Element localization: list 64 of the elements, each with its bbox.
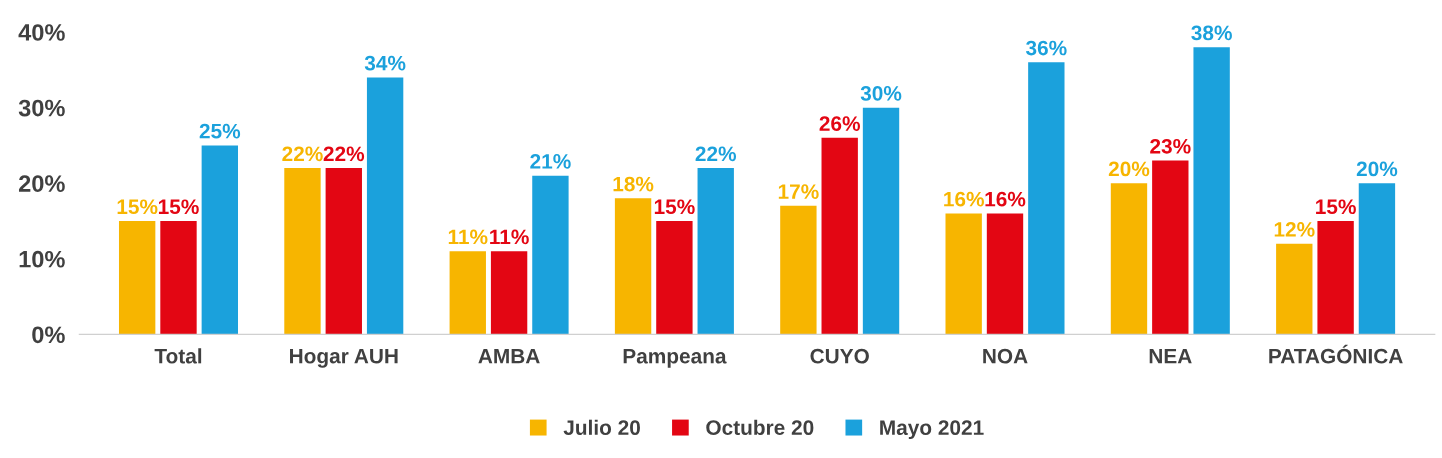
data-label: 38% xyxy=(1191,25,1232,41)
x-tick-label: AMBA xyxy=(478,348,540,364)
y-tick-label: 40% xyxy=(18,24,65,41)
data-label: 34% xyxy=(364,55,406,71)
bar xyxy=(1028,62,1065,335)
data-label: 15% xyxy=(654,199,695,215)
bar xyxy=(862,107,900,335)
legend-label: Julio 20 xyxy=(563,419,640,435)
legend-label: Octubre 20 xyxy=(706,419,814,435)
y-tick-label: 0% xyxy=(32,326,65,344)
bar xyxy=(821,137,858,335)
x-tick-label: NEA xyxy=(1149,348,1192,364)
x-tick-label: PATAGÓNICA xyxy=(1269,344,1403,364)
bar xyxy=(366,77,404,335)
data-label: 12% xyxy=(1274,222,1315,237)
bar xyxy=(284,168,321,335)
bar xyxy=(118,220,156,335)
data-label: 36% xyxy=(1025,40,1067,56)
data-label: 17% xyxy=(778,184,819,199)
data-label: 16% xyxy=(944,191,984,207)
data-label: 20% xyxy=(1356,161,1398,177)
bar xyxy=(160,220,197,335)
bar xyxy=(1193,47,1230,335)
data-label: 15% xyxy=(1316,199,1356,215)
x-tick-label: Total xyxy=(154,348,202,364)
x-tick-label: CUYO xyxy=(810,348,869,364)
data-label: 11% xyxy=(448,229,488,245)
y-tick-label: 10% xyxy=(19,250,65,268)
bar xyxy=(1317,220,1354,335)
bar xyxy=(945,213,982,335)
x-tick-label: Pampeana xyxy=(623,348,727,368)
bar xyxy=(490,251,528,335)
bar xyxy=(1152,160,1189,335)
data-label: 15% xyxy=(117,199,158,215)
bar xyxy=(1358,183,1396,335)
bar xyxy=(325,168,362,335)
bar xyxy=(656,220,693,335)
data-label: 30% xyxy=(860,85,902,101)
bar xyxy=(1276,243,1313,335)
data-label: 11% xyxy=(490,229,529,245)
x-tick-label: Hogar AUH xyxy=(290,348,398,368)
data-label: 25% xyxy=(199,123,241,139)
bar xyxy=(449,251,486,335)
data-label: 22% xyxy=(695,146,737,162)
data-label: 22% xyxy=(282,146,323,162)
data-label: 23% xyxy=(1150,138,1191,154)
data-label: 16% xyxy=(985,191,1026,207)
x-tick-label: NOA xyxy=(983,348,1028,364)
bar xyxy=(780,205,817,335)
y-tick-label: 20% xyxy=(18,175,65,192)
data-label: 18% xyxy=(613,176,654,192)
bar xyxy=(697,168,734,335)
data-label: 20% xyxy=(1108,161,1150,177)
y-tick-label: 30% xyxy=(18,99,65,117)
legend-label: Mayo 2021 xyxy=(880,420,984,440)
data-label: 22% xyxy=(323,146,365,162)
data-label: 15% xyxy=(158,199,199,215)
data-label: 26% xyxy=(819,116,860,131)
bar xyxy=(1110,183,1148,335)
bar xyxy=(201,145,238,335)
bar xyxy=(614,198,652,335)
bar xyxy=(532,175,569,335)
bar xyxy=(986,213,1024,335)
data-label: 21% xyxy=(530,153,571,169)
